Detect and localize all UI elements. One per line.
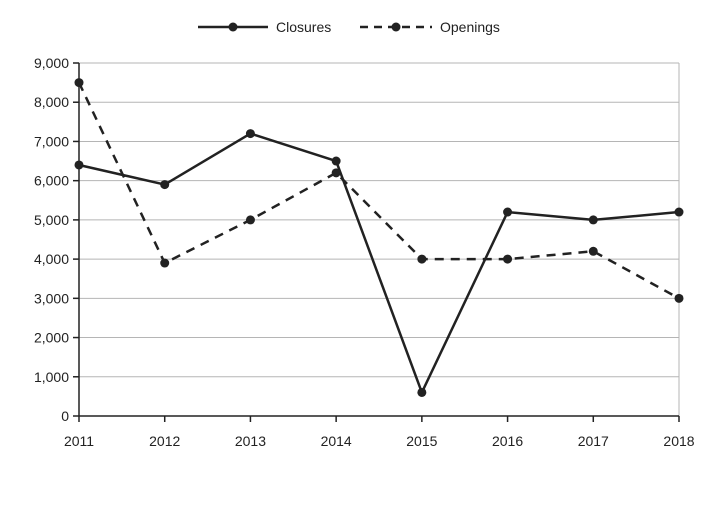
y-tick-label-6: 6,000 xyxy=(34,173,69,189)
data-point-closures-2014 xyxy=(331,156,341,166)
axes: 0 1,000 2,000 3,000 4,000 5,000 6,000 7,000 8,00… xyxy=(34,55,695,449)
x-tick-label-7: 2018 xyxy=(663,433,694,449)
x-tick-label-5: 2016 xyxy=(492,433,523,449)
series-line-openings xyxy=(77,82,680,300)
data-point-openings-2017 xyxy=(588,246,598,256)
y-tick-label-7: 7,000 xyxy=(34,133,69,149)
data-point-closures-2016 xyxy=(503,207,513,217)
gridlines xyxy=(79,62,680,416)
data-point-closures-2015 xyxy=(417,387,427,397)
legend-marker-closures xyxy=(228,22,238,32)
data-point-openings-2018 xyxy=(674,293,684,303)
x-tick-label-3: 2014 xyxy=(321,433,352,449)
x-tick-label-0: 2011 xyxy=(64,433,94,449)
y-tick-label-8: 8,000 xyxy=(34,94,69,110)
series-line-closures xyxy=(78,132,680,394)
y-tick-label-2: 2,000 xyxy=(34,330,69,346)
data-point-closures-2017 xyxy=(588,215,598,225)
y-tick-label-3: 3,000 xyxy=(34,290,69,306)
legend-label-closures: Closures xyxy=(276,19,331,35)
data-point-closures-2013 xyxy=(245,129,255,139)
legend-label-openings: Openings xyxy=(440,19,500,35)
x-tick-label-2: 2013 xyxy=(235,433,266,449)
y-tick-label-4: 4,000 xyxy=(34,251,69,267)
legend: Closures Openings xyxy=(198,19,500,35)
x-tick-label-1: 2012 xyxy=(149,433,180,449)
data-point-closures-2011 xyxy=(74,160,84,170)
data-point-openings-2014 xyxy=(331,168,341,178)
data-point-closures-2018 xyxy=(674,207,684,217)
data-point-openings-2013 xyxy=(245,215,255,225)
y-tick-label-0: 0 xyxy=(61,408,69,424)
data-point-openings-2015 xyxy=(417,254,427,264)
data-point-closures-2012 xyxy=(160,180,170,190)
y-tick-label-9: 9,000 xyxy=(34,55,69,71)
data-point-openings-2012 xyxy=(160,258,170,268)
legend-marker-openings xyxy=(391,22,401,32)
y-tick-label-5: 5,000 xyxy=(34,212,69,228)
data-point-openings-2011 xyxy=(74,78,84,88)
x-tick-label-4: 2015 xyxy=(406,433,437,449)
series-layer xyxy=(74,78,684,397)
legend-item-closures: Closures xyxy=(198,19,331,35)
y-tick-label-1: 1,000 xyxy=(34,369,69,385)
data-point-openings-2016 xyxy=(503,254,513,264)
legend-item-openings: Openings xyxy=(360,19,500,35)
x-tick-label-6: 2017 xyxy=(578,433,609,449)
